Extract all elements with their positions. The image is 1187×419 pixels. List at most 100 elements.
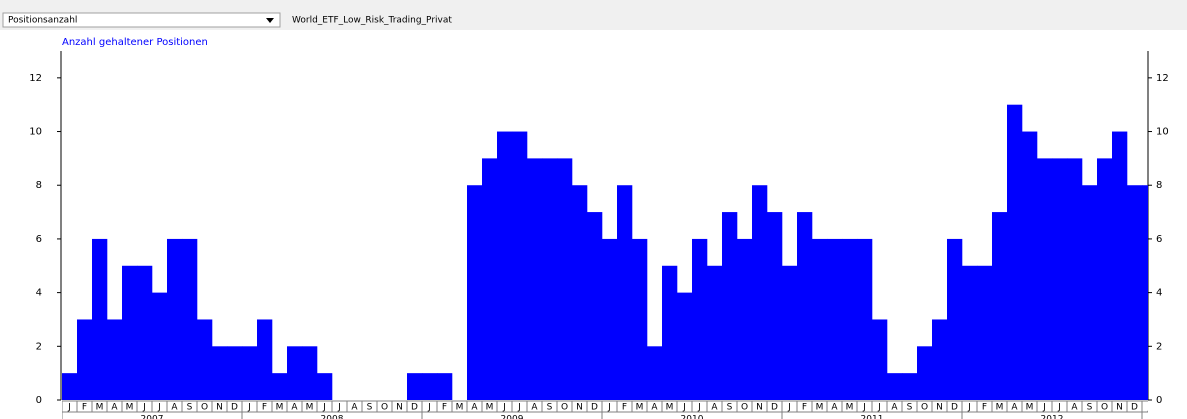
bar bbox=[737, 238, 753, 400]
bar bbox=[1037, 158, 1053, 400]
bar bbox=[1022, 131, 1038, 401]
x-tick-label: D bbox=[771, 403, 778, 413]
x-tick-label: J bbox=[1147, 403, 1151, 413]
year-label: 2007 bbox=[141, 415, 164, 419]
bar bbox=[77, 319, 93, 400]
bar bbox=[137, 265, 153, 400]
bar bbox=[662, 265, 678, 400]
bar bbox=[1082, 185, 1098, 400]
bar bbox=[707, 265, 723, 400]
month-cell bbox=[1141, 400, 1148, 413]
bar bbox=[647, 346, 663, 400]
x-tick-label: M bbox=[816, 403, 824, 413]
x-tick-label: N bbox=[756, 403, 763, 413]
bar bbox=[992, 212, 1008, 400]
bar bbox=[407, 373, 423, 400]
bar bbox=[242, 346, 258, 400]
x-tick-label: M bbox=[846, 403, 854, 413]
x-tick-label: D bbox=[231, 403, 238, 413]
x-tick-label: J bbox=[157, 403, 161, 413]
x-tick-label: N bbox=[936, 403, 943, 413]
x-tick-label: A bbox=[1071, 403, 1078, 413]
x-tick-label: O bbox=[561, 403, 568, 413]
bar bbox=[782, 265, 798, 400]
x-tick-label: A bbox=[471, 403, 478, 413]
x-tick-label: O bbox=[381, 403, 388, 413]
x-tick-label: N bbox=[576, 403, 583, 413]
x-tick-label: S bbox=[367, 403, 373, 413]
bar bbox=[1052, 158, 1068, 400]
bar bbox=[977, 265, 993, 400]
x-tick-label: J bbox=[877, 403, 881, 413]
x-tick-label: F bbox=[982, 403, 987, 413]
bar bbox=[572, 185, 588, 400]
x-tick-label: M bbox=[126, 403, 134, 413]
bar bbox=[677, 292, 693, 400]
x-tick-label: J bbox=[1042, 403, 1046, 413]
bar bbox=[872, 319, 888, 400]
bar bbox=[887, 373, 903, 400]
x-tick-label: J bbox=[787, 403, 791, 413]
year-label: 2011 bbox=[861, 415, 884, 419]
x-tick-label: O bbox=[921, 403, 928, 413]
bar bbox=[272, 373, 288, 400]
x-tick-label: J bbox=[697, 403, 701, 413]
bar bbox=[152, 292, 168, 400]
bar bbox=[302, 346, 318, 400]
y-tick-label: 8 bbox=[36, 180, 42, 191]
dropdown-arrow[interactable] bbox=[266, 18, 274, 23]
x-tick-label: J bbox=[607, 403, 611, 413]
x-tick-label: O bbox=[201, 403, 208, 413]
x-tick-label: A bbox=[291, 403, 298, 413]
y-tick-label: 0 bbox=[36, 395, 42, 406]
x-tick-label: J bbox=[517, 403, 521, 413]
x-tick-label: S bbox=[727, 403, 733, 413]
x-tick-label: M bbox=[456, 403, 464, 413]
bar bbox=[467, 185, 483, 400]
bar bbox=[917, 346, 933, 400]
x-tick-label: F bbox=[442, 403, 447, 413]
x-tick-label: J bbox=[427, 403, 431, 413]
x-tick-label: S bbox=[547, 403, 553, 413]
bar bbox=[722, 212, 738, 400]
y-tick-label: 6 bbox=[1156, 234, 1162, 245]
x-tick-label: S bbox=[1087, 403, 1093, 413]
x-tick-label: J bbox=[322, 403, 326, 413]
bar bbox=[962, 265, 978, 400]
x-tick-label: A bbox=[1011, 403, 1018, 413]
bar bbox=[92, 238, 108, 400]
bar bbox=[437, 373, 453, 400]
dropdown-text[interactable]: Positionsanzahl bbox=[8, 16, 77, 26]
x-tick-label: D bbox=[591, 403, 598, 413]
bar bbox=[542, 158, 558, 400]
bar bbox=[422, 373, 438, 400]
bar bbox=[1112, 131, 1128, 401]
bar bbox=[692, 238, 708, 400]
bar bbox=[1127, 185, 1143, 400]
bar bbox=[62, 373, 78, 400]
x-tick-label: M bbox=[996, 403, 1004, 413]
x-tick-label: A bbox=[351, 403, 358, 413]
x-tick-label: J bbox=[67, 403, 71, 413]
x-tick-label: J bbox=[502, 403, 506, 413]
x-tick-label: A bbox=[651, 403, 658, 413]
x-tick-label: M bbox=[636, 403, 644, 413]
bar bbox=[122, 265, 138, 400]
bar bbox=[182, 238, 198, 400]
y-tick-label: 4 bbox=[36, 288, 42, 299]
x-tick-label: D bbox=[951, 403, 958, 413]
dropdown[interactable] bbox=[2, 12, 281, 28]
bar bbox=[767, 212, 783, 400]
bar bbox=[797, 212, 813, 400]
strategy-name: World_ETF_Low_Risk_Trading_Privat bbox=[292, 16, 452, 26]
bar bbox=[212, 346, 228, 400]
bar bbox=[167, 238, 183, 400]
bar bbox=[947, 238, 963, 400]
bar bbox=[1142, 185, 1148, 400]
year-label: 2010 bbox=[681, 415, 704, 419]
bar bbox=[527, 158, 543, 400]
x-tick-label: F bbox=[802, 403, 807, 413]
bar bbox=[932, 319, 948, 400]
x-tick-label: M bbox=[306, 403, 314, 413]
